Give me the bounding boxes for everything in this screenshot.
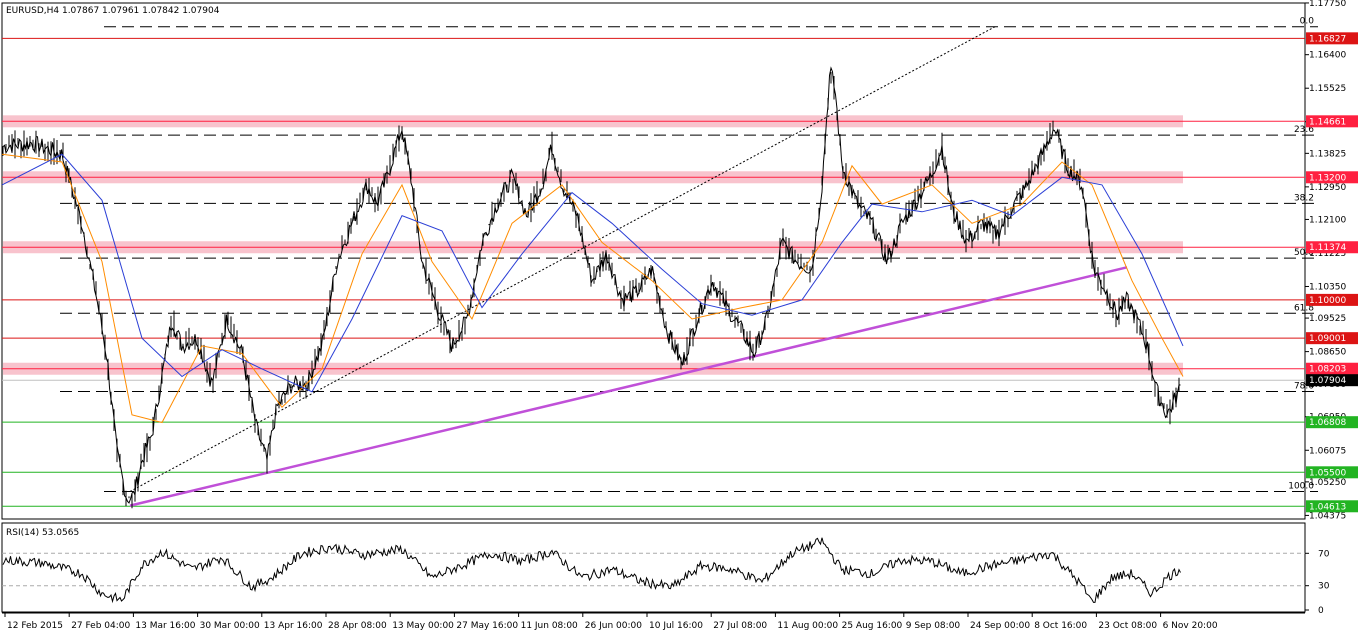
rsi-tick-label: 0 (1318, 606, 1324, 616)
y-tick-label: 1.05250 (1309, 478, 1346, 488)
x-tick-label: 11 Aug 00:00 (777, 621, 838, 631)
y-tick-label: 1.13825 (1309, 149, 1346, 159)
chart-title: EURUSD,H4 1.07867 1.07961 1.07842 1.0790… (6, 6, 220, 16)
price-box-label: 1.11374 (1309, 243, 1346, 253)
fib-label-61.8: 61.8 (1294, 303, 1314, 313)
price-box-1.07904 (1306, 374, 1358, 387)
x-tick-label: 13 Mar 16:00 (135, 621, 195, 631)
fib-label-100.0: 100.0 (1288, 481, 1314, 491)
rsi-tick-label: 30 (1318, 582, 1330, 592)
price-box-1.05500 (1306, 466, 1358, 479)
x-tick-label: 27 Jul 08:00 (713, 621, 767, 631)
x-tick-label: 26 Jun 00:00 (585, 621, 642, 631)
price-box-label: 1.13200 (1309, 173, 1346, 183)
moving-average-1 (1, 153, 1184, 393)
y-tick-label: 1.16400 (1309, 51, 1346, 61)
price-box-label: 1.09001 (1309, 334, 1346, 344)
price-box-label: 1.10000 (1309, 296, 1346, 306)
y-tick-label: 1.12950 (1309, 183, 1346, 193)
rsi-series (2, 537, 1181, 604)
price-series (2, 66, 1181, 504)
x-tick-label: 6 Nov 20:00 (1163, 621, 1218, 631)
price-box-1.13200 (1306, 171, 1358, 184)
fib-label-38.2: 38.2 (1294, 193, 1314, 203)
fib-label-50.0: 50.0 (1294, 248, 1314, 258)
price-box-label: 1.04613 (1309, 502, 1346, 512)
y-tick-label: 1.08650 (1309, 348, 1346, 358)
moving-average-0 (1, 153, 1184, 424)
price-box-label: 1.05500 (1309, 468, 1346, 478)
price-box-1.09001 (1306, 332, 1358, 345)
price-box-label: 1.07904 (1309, 376, 1346, 386)
price-bars (2, 72, 1180, 509)
rsi-tick-label: 70 (1318, 549, 1330, 559)
price-box-1.08203 (1306, 362, 1358, 375)
price-box-1.06808 (1306, 416, 1358, 429)
x-tick-label: 30 Mar 00:00 (200, 621, 260, 631)
x-tick-label: 13 May 00:00 (392, 621, 454, 631)
price-box-1.10000 (1306, 293, 1358, 306)
y-tick-label: 1.11225 (1309, 249, 1346, 259)
price-box-label: 1.08203 (1309, 365, 1346, 375)
x-tick-label: 23 Oct 08:00 (1098, 621, 1157, 631)
y-tick-label: 1.10350 (1309, 282, 1346, 292)
y-tick-label: 1.15525 (1309, 84, 1346, 94)
x-tick-label: 8 Oct 16:00 (1034, 621, 1087, 631)
y-tick-label: 1.06075 (1309, 446, 1346, 456)
y-tick-label: 1.12100 (1309, 215, 1346, 225)
fib-label-78.6: 78.6 (1294, 381, 1314, 391)
x-tick-label: 11 Jun 08:00 (521, 621, 578, 631)
x-tick-label: 12 Feb 2015 (7, 621, 63, 631)
price-box-label: 1.16827 (1309, 34, 1346, 44)
support-trendline (129, 266, 1128, 507)
price-box-1.04613 (1306, 500, 1358, 513)
y-tick-label: 1.17750 (1309, 0, 1346, 9)
x-tick-label: 24 Sep 00:00 (970, 621, 1030, 631)
fib-label-0.0: 0.0 (1300, 17, 1315, 27)
x-tick-label: 28 Apr 08:00 (328, 621, 387, 631)
fib-label-23.6: 23.6 (1294, 125, 1314, 135)
price-box-1.16827 (1306, 32, 1358, 45)
x-tick-label: 25 Aug 16:00 (842, 621, 903, 631)
price-panel-frame (1, 2, 1306, 520)
x-tick-label: 13 Apr 16:00 (264, 621, 323, 631)
y-tick-label: 1.09525 (1309, 314, 1346, 324)
x-tick-label: 27 Feb 04:00 (71, 621, 130, 631)
x-tick-label: 10 Jul 16:00 (649, 621, 703, 631)
x-tick-label: 9 Sep 08:00 (906, 621, 961, 631)
x-tick-label: 27 May 16:00 (456, 621, 518, 631)
price-box-label: 1.06808 (1309, 418, 1346, 428)
rsi-panel-frame (1, 522, 1306, 613)
price-box-label: 1.14661 (1309, 117, 1346, 127)
price-box-1.11374 (1306, 241, 1358, 254)
rsi-label: RSI(14) 53.0565 (6, 528, 79, 538)
y-tick-label: 1.04375 (1309, 511, 1346, 521)
price-box-1.14661 (1306, 115, 1358, 128)
